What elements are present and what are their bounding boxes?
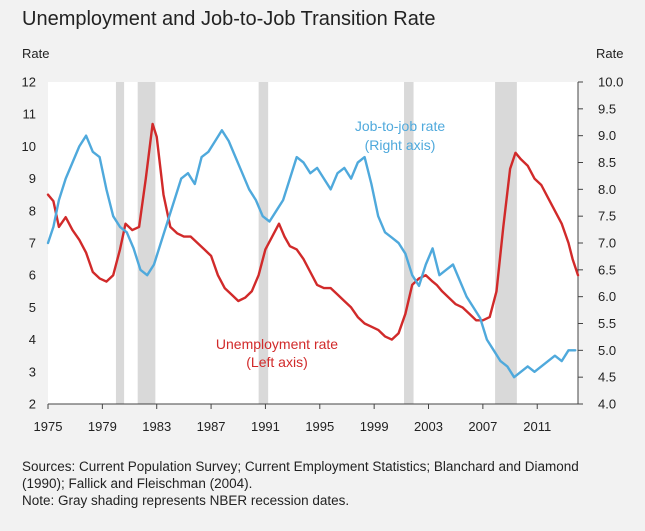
job-to-job-annotation-line2: (Right axis) (365, 137, 436, 153)
right-tick-label-6.0: 6.0 (598, 289, 616, 304)
unemployment-annotation-line1: Unemployment rate (216, 336, 338, 352)
recession-bands (115, 82, 517, 404)
recession-band-3 (258, 82, 269, 404)
left-tick-label-9: 9 (29, 171, 36, 186)
sources-text: Sources: Current Population Survey; Curr… (22, 459, 579, 491)
recession-band-4 (404, 82, 414, 404)
right-tick-label-4.5: 4.5 (598, 370, 616, 385)
recession-band-2 (137, 82, 156, 404)
job-to-job-rate-line (46, 129, 577, 379)
left-tick-label-10: 10 (22, 139, 36, 154)
note-text: Note: Gray shading represents NBER reces… (22, 493, 350, 508)
x-tick-label-1983: 1983 (142, 419, 171, 434)
x-tick-label-1999: 1999 (360, 419, 389, 434)
x-tick-label-1991: 1991 (251, 419, 280, 434)
left-axis-title: Rate (22, 46, 49, 61)
job-to-job-annotation-line1: Job-to-job rate (355, 118, 445, 134)
x-tick-label-2003: 2003 (414, 419, 443, 434)
unemployment-annotation-line2: (Left axis) (246, 354, 307, 370)
x-tick-label-1987: 1987 (197, 419, 226, 434)
left-tick-label-5: 5 (29, 300, 36, 315)
x-tick-label-1995: 1995 (305, 419, 334, 434)
left-tick-label-8: 8 (29, 203, 36, 218)
chart-footer: Sources: Current Population Survey; Curr… (22, 458, 622, 509)
left-tick-label-2: 2 (29, 397, 36, 412)
right-axis-title: Rate (596, 46, 623, 61)
axes: 1975 1979 1983 1987 1991 1995 1999 2003 2007 2011… (22, 75, 624, 435)
right-tick-label-8.0: 8.0 (598, 182, 616, 197)
unemployment-rate-line (46, 122, 580, 341)
chart-title: Unemployment and Job-to-Job Transition R… (22, 8, 436, 30)
right-tick-label-9.5: 9.5 (598, 101, 616, 116)
left-tick-label-3: 3 (29, 364, 36, 379)
left-tick-label-7: 7 (29, 236, 36, 251)
right-tick-label-5.0: 5.0 (598, 343, 616, 358)
left-tick-label-11: 11 (23, 107, 37, 122)
right-tick-label-5.5: 5.5 (598, 316, 616, 331)
right-tick-label-9.0: 9.0 (598, 128, 616, 143)
x-tick-label-1979: 1979 (88, 419, 117, 434)
x-tick-label-1975: 1975 (34, 419, 63, 434)
left-tick-label-6: 6 (29, 268, 36, 283)
x-tick-label-2007: 2007 (468, 419, 497, 434)
left-tick-label-12: 12 (22, 75, 36, 90)
right-tick-label-6.5: 6.5 (598, 262, 616, 277)
x-tick-label-2011: 2011 (523, 419, 551, 434)
plot-area (48, 82, 578, 404)
right-tick-label-8.5: 8.5 (598, 155, 616, 170)
right-tick-label-7.0: 7.0 (598, 236, 616, 251)
right-tick-label-10.0: 10.0 (598, 75, 623, 90)
recession-band-1 (115, 82, 125, 404)
series-lines (46, 122, 580, 379)
right-tick-label-7.5: 7.5 (598, 209, 616, 224)
left-tick-label-4: 4 (29, 332, 36, 347)
right-tick-label-4.0: 4.0 (598, 397, 616, 412)
